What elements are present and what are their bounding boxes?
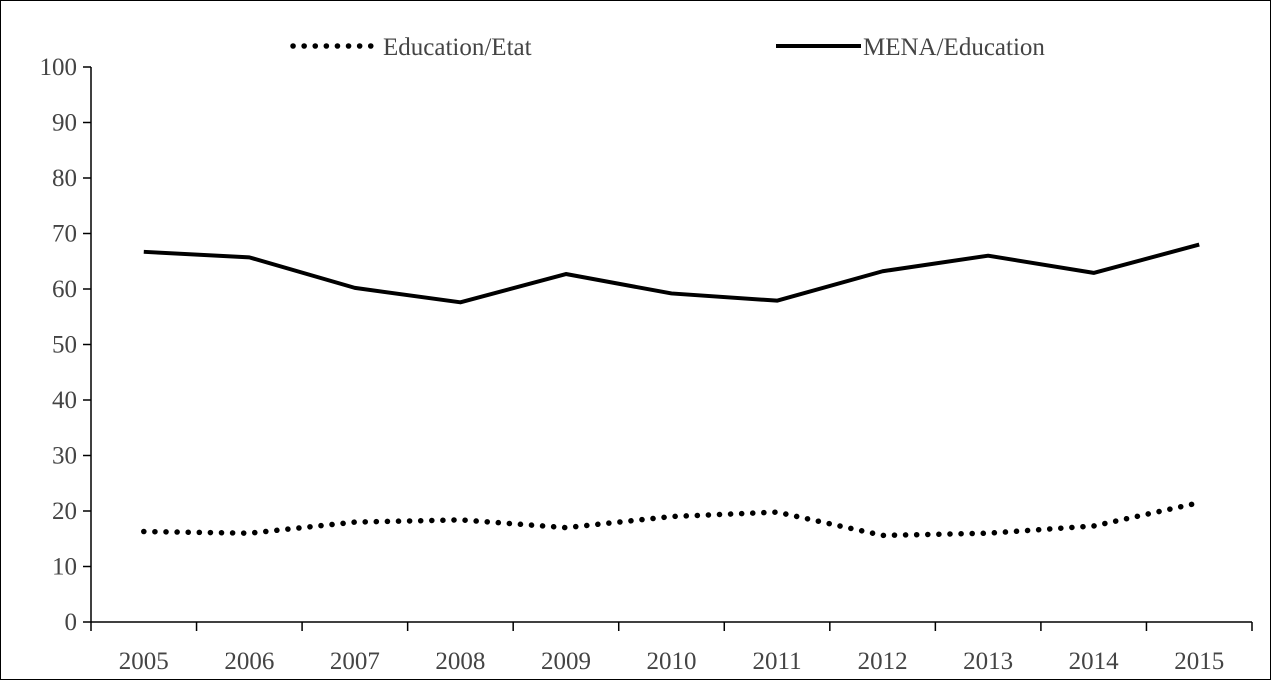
y-tick-label: 50 <box>52 332 77 359</box>
series-line-mena-education <box>144 245 1199 303</box>
x-tick-label: 2005 <box>119 648 169 675</box>
y-tick-label: 20 <box>52 498 77 525</box>
y-tick-label: 100 <box>40 54 78 81</box>
x-tick-label: 2007 <box>330 648 380 675</box>
series-lines <box>144 245 1199 536</box>
x-tick-label: 2008 <box>435 648 485 675</box>
x-tick-label: 2010 <box>647 648 697 675</box>
x-tick-label: 2015 <box>1174 648 1224 675</box>
y-tick-label: 0 <box>65 609 78 636</box>
x-tick-label: 2012 <box>858 648 908 675</box>
y-tick-label: 80 <box>52 165 77 192</box>
x-tick-label: 2013 <box>963 648 1013 675</box>
legend-label-education-etat: Education/Etat <box>383 34 532 61</box>
x-tick-label: 2011 <box>753 648 802 675</box>
y-tick-label: 90 <box>52 110 77 137</box>
legend: Education/Etat MENA/Education <box>293 34 1045 61</box>
y-tick-label: 60 <box>52 276 77 303</box>
axes: 0 10 20 30 40 50 60 70 80 90 100 2005 2006 2007 2008 20… <box>40 54 1253 675</box>
legend-label-mena-education: MENA/Education <box>863 34 1045 61</box>
series-line-education-etat <box>144 503 1199 536</box>
x-tick-label: 2006 <box>224 648 274 675</box>
y-tick-label: 70 <box>52 221 77 248</box>
y-tick-label: 10 <box>52 554 77 581</box>
x-tick-label: 2009 <box>541 648 591 675</box>
y-tick-label: 30 <box>52 443 77 470</box>
y-tick-label: 40 <box>52 387 77 414</box>
x-tick-label: 2014 <box>1069 648 1120 675</box>
